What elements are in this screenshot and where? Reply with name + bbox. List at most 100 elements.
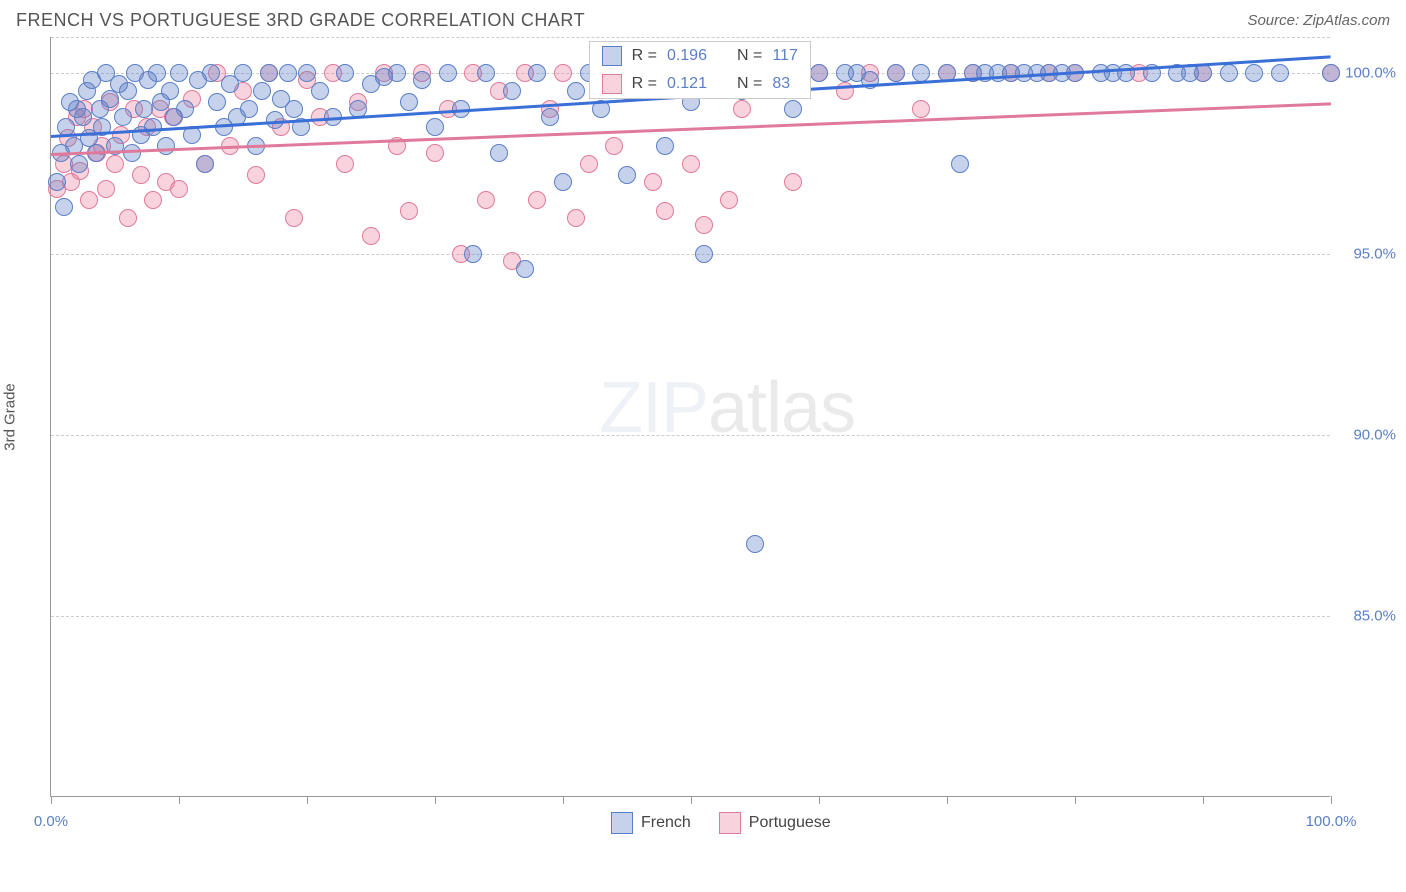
scatter-point bbox=[208, 93, 226, 111]
chart-title: FRENCH VS PORTUGUESE 3RD GRADE CORRELATI… bbox=[16, 10, 585, 31]
scatter-point bbox=[285, 100, 303, 118]
legend-r-label: R = bbox=[632, 75, 657, 93]
grid-line bbox=[51, 254, 1330, 255]
grid-line bbox=[51, 616, 1330, 617]
grid-line bbox=[51, 435, 1330, 436]
x-tick bbox=[563, 796, 564, 804]
scatter-point bbox=[311, 82, 329, 100]
scatter-point bbox=[810, 64, 828, 82]
scatter-point bbox=[1322, 64, 1340, 82]
scatter-point bbox=[400, 93, 418, 111]
scatter-point bbox=[784, 100, 802, 118]
scatter-point bbox=[253, 82, 271, 100]
x-tick bbox=[1331, 796, 1332, 804]
y-tick-label: 95.0% bbox=[1336, 246, 1396, 263]
scatter-point bbox=[426, 144, 444, 162]
y-tick-label: 100.0% bbox=[1336, 65, 1396, 82]
scatter-point bbox=[135, 100, 153, 118]
legend-item-portuguese: Portuguese bbox=[719, 812, 831, 834]
chart-header: FRENCH VS PORTUGUESE 3RD GRADE CORRELATI… bbox=[0, 0, 1406, 37]
legend-label: Portuguese bbox=[749, 814, 831, 832]
series-legend: French Portuguese bbox=[611, 812, 831, 834]
scatter-point bbox=[784, 173, 802, 191]
scatter-point bbox=[144, 191, 162, 209]
x-tick bbox=[819, 796, 820, 804]
scatter-point bbox=[567, 209, 585, 227]
scatter-point bbox=[400, 202, 418, 220]
scatter-point bbox=[106, 155, 124, 173]
scatter-point bbox=[80, 191, 98, 209]
x-tick bbox=[51, 796, 52, 804]
x-tick bbox=[1075, 796, 1076, 804]
scatter-point bbox=[202, 64, 220, 82]
x-tick bbox=[947, 796, 948, 804]
scatter-point bbox=[656, 137, 674, 155]
scatter-point bbox=[247, 166, 265, 184]
source-attribution: Source: ZipAtlas.com bbox=[1247, 12, 1390, 29]
watermark: ZIPatlas bbox=[599, 367, 855, 449]
legend-n-label: N = bbox=[737, 75, 762, 93]
scatter-point bbox=[362, 227, 380, 245]
legend-swatch bbox=[602, 74, 622, 94]
scatter-point bbox=[97, 180, 115, 198]
x-tick-label: 0.0% bbox=[34, 813, 68, 830]
scatter-point bbox=[285, 209, 303, 227]
scatter-point bbox=[48, 173, 66, 191]
legend-n-value: 83 bbox=[772, 75, 790, 93]
legend-swatch bbox=[602, 46, 622, 66]
scatter-point bbox=[618, 166, 636, 184]
scatter-point bbox=[240, 100, 258, 118]
stats-legend: R = 0.196N = 117R = 0.121N = 83 bbox=[589, 41, 811, 99]
scatter-point bbox=[464, 245, 482, 263]
scatter-point bbox=[644, 173, 662, 191]
scatter-point bbox=[234, 64, 252, 82]
scatter-point bbox=[720, 191, 738, 209]
scatter-point bbox=[695, 245, 713, 263]
plot-box: 85.0%90.0%95.0%100.0%0.0%100.0%ZIPatlasR… bbox=[50, 37, 1330, 797]
scatter-point bbox=[490, 144, 508, 162]
x-tick bbox=[435, 796, 436, 804]
scatter-point bbox=[170, 180, 188, 198]
legend-r-label: R = bbox=[632, 47, 657, 65]
y-tick-label: 90.0% bbox=[1336, 427, 1396, 444]
scatter-point bbox=[114, 108, 132, 126]
scatter-point bbox=[516, 260, 534, 278]
legend-n-label: N = bbox=[737, 47, 762, 65]
scatter-point bbox=[477, 191, 495, 209]
scatter-point bbox=[119, 209, 137, 227]
scatter-point bbox=[157, 137, 175, 155]
scatter-point bbox=[605, 137, 623, 155]
scatter-point bbox=[161, 82, 179, 100]
legend-row: R = 0.121N = 83 bbox=[590, 70, 810, 98]
scatter-point bbox=[260, 64, 278, 82]
x-tick bbox=[1203, 796, 1204, 804]
scatter-point bbox=[298, 64, 316, 82]
scatter-point bbox=[70, 155, 88, 173]
legend-item-french: French bbox=[611, 812, 691, 834]
legend-swatch bbox=[719, 812, 741, 834]
scatter-point bbox=[695, 216, 713, 234]
legend-label: French bbox=[641, 814, 691, 832]
scatter-point bbox=[132, 166, 150, 184]
scatter-point bbox=[426, 118, 444, 136]
scatter-point bbox=[170, 64, 188, 82]
scatter-point bbox=[1245, 64, 1263, 82]
scatter-point bbox=[1194, 64, 1212, 82]
x-tick-label: 100.0% bbox=[1306, 813, 1357, 830]
scatter-point bbox=[554, 173, 572, 191]
scatter-point bbox=[567, 82, 585, 100]
legend-row: R = 0.196N = 117 bbox=[590, 42, 810, 70]
scatter-point bbox=[887, 64, 905, 82]
y-tick-label: 85.0% bbox=[1336, 608, 1396, 625]
scatter-point bbox=[1220, 64, 1238, 82]
scatter-point bbox=[733, 100, 751, 118]
scatter-point bbox=[336, 155, 354, 173]
scatter-point bbox=[951, 155, 969, 173]
y-axis-label: 3rd Grade bbox=[2, 383, 19, 451]
scatter-point bbox=[196, 155, 214, 173]
scatter-point bbox=[388, 64, 406, 82]
x-tick bbox=[307, 796, 308, 804]
scatter-point bbox=[541, 108, 559, 126]
scatter-point bbox=[656, 202, 674, 220]
grid-line bbox=[51, 37, 1330, 38]
